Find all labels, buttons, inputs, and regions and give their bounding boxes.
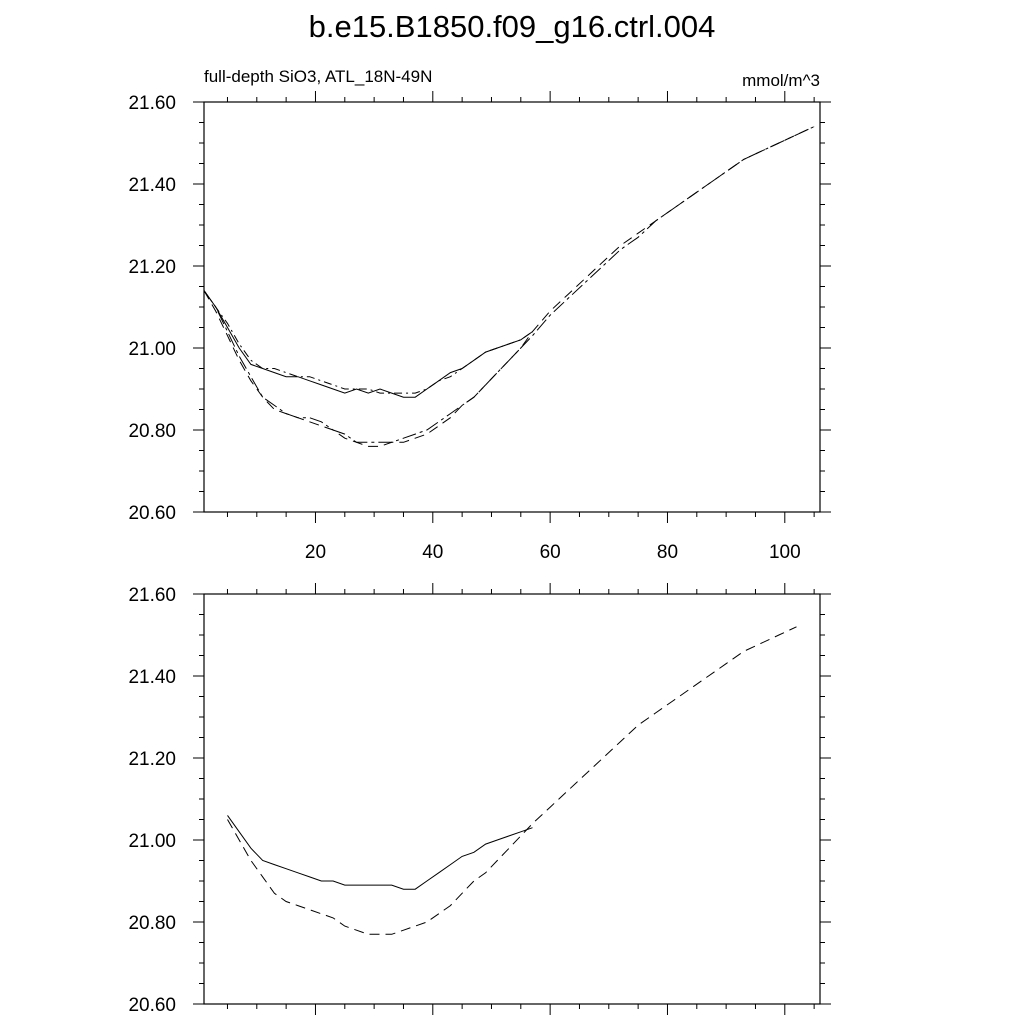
panel-2-series-dashed-line bbox=[227, 626, 797, 935]
panel-2-plot-frame bbox=[203, 593, 821, 1005]
panel-1-x-tick-label: 20 bbox=[305, 542, 326, 563]
panel-2-y-tick-label: 20.80 bbox=[128, 913, 176, 934]
panel-1-y-tick-label: 21.40 bbox=[128, 175, 176, 196]
bottom-panel: 20.60 20.80 21.00 21.20 21.40 21.60 bbox=[128, 583, 831, 1016]
left-string: full-depth SiO3, ATL_18N-49N bbox=[204, 67, 432, 86]
panel-1-y-tick-label: 21.00 bbox=[128, 339, 176, 360]
panel-1-series-long-dash-dot-line bbox=[203, 126, 815, 443]
panel-1-x-tick-label: 100 bbox=[769, 542, 801, 563]
panel-1-x-tick-label: 80 bbox=[657, 542, 678, 563]
panel-1-plot-frame bbox=[203, 101, 821, 513]
chart-title: b.e15.B1850.f09_g16.ctrl.004 bbox=[309, 9, 716, 44]
panel-1-y-tick-label: 21.20 bbox=[128, 257, 176, 278]
panel-1-y-tick-label: 21.60 bbox=[128, 93, 176, 114]
panel-2-y-tick-label: 21.00 bbox=[128, 831, 176, 852]
panel-2-series-solid-line bbox=[227, 815, 533, 890]
panel-2-y-tick-label: 21.60 bbox=[128, 585, 176, 606]
panel-2-y-tick-label: 21.40 bbox=[128, 667, 176, 688]
panel-1-y-tick-label: 20.80 bbox=[128, 421, 176, 442]
panel-1-series-dash-dot-line bbox=[203, 290, 533, 394]
panel-2-y-tick-label: 20.60 bbox=[128, 995, 176, 1016]
top-panel: 20.60 20.80 21.00 21.20 21.40 21.60 20 40 60 80 10… bbox=[128, 91, 831, 563]
panel-2-y-tick-label: 21.20 bbox=[128, 749, 176, 770]
panel-1-y-tick-label: 20.60 bbox=[128, 503, 176, 524]
units-label: mmol/m^3 bbox=[742, 71, 820, 90]
panel-1-x-tick-label: 40 bbox=[422, 542, 443, 563]
panel-1-x-tick-label: 60 bbox=[540, 542, 561, 563]
